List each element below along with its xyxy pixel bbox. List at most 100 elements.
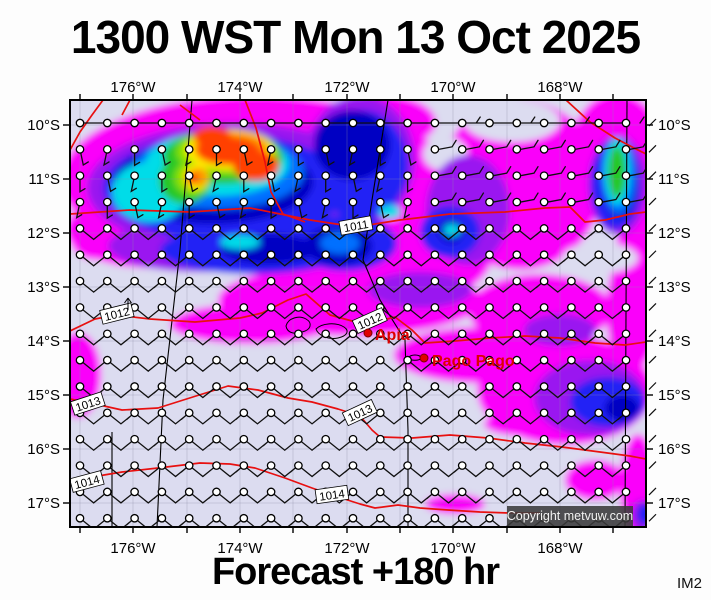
wind-station-circle [485, 382, 494, 391]
wind-station-circle [430, 408, 440, 418]
wind-station-circle [567, 382, 576, 391]
wind-station-circle [184, 276, 194, 286]
wind-station-circle [321, 329, 331, 339]
precip-blob [565, 460, 625, 500]
precip-blob [70, 271, 167, 323]
wind-station-circle [512, 355, 522, 365]
model-corner-label: IM2 [677, 575, 703, 592]
wind-station-circle [266, 224, 276, 233]
wind-station-circle [621, 145, 631, 154]
wind-station-circle [375, 250, 385, 260]
wind-station-circle [130, 329, 139, 339]
wind-station-circle [512, 145, 522, 154]
wind-station-circle [75, 329, 85, 339]
edge-wind-mark [648, 461, 657, 469]
wind-station-circle [375, 197, 385, 207]
lat-label-left: 13°S [27, 279, 60, 296]
wind-station-circle [294, 303, 303, 312]
wind-station-circle [75, 303, 85, 312]
lat-label-left: 15°S [27, 387, 60, 404]
wind-station-circle [512, 171, 522, 181]
wind-station-circle [539, 434, 549, 444]
wind-station-circle [457, 276, 467, 286]
wind-station-circle [375, 461, 385, 470]
isobar-label-text: 1014 [319, 488, 347, 504]
wind-station-circle [130, 118, 139, 128]
wind-station-circle [102, 224, 112, 233]
wind-station-circle [348, 355, 358, 365]
wind-station-circle [430, 224, 440, 233]
wind-station-circle [457, 250, 467, 260]
wind-station-circle [403, 461, 412, 470]
wind-station-circle [75, 276, 85, 286]
wind-station-circle [512, 408, 522, 418]
isobar-label-text: 1011 [343, 219, 369, 235]
wind-station-circle [266, 145, 276, 154]
copyright-badge: Copyright metvuw.com [507, 506, 633, 526]
wind-station-circle [212, 171, 221, 181]
wind-station-circle [430, 329, 440, 339]
wind-station-circle [294, 145, 303, 154]
isobar-label-box [314, 484, 350, 505]
isobar-line [121, 100, 131, 116]
wind-station-circle [375, 487, 385, 497]
wind-station-circle [457, 303, 467, 312]
axis-ticks-labels: 176°W 176°W 174°W 174°W 172°W 172°W 170°W 170°W… [27, 79, 690, 557]
wind-station-circle [239, 355, 249, 365]
wind-station-circle [621, 355, 631, 365]
wind-station-circle [567, 197, 576, 207]
wind-station-circle [239, 145, 249, 154]
wind-station-circle [157, 118, 167, 128]
lon-label-top: 176°W [110, 79, 156, 96]
wind-station-circle [75, 224, 85, 233]
isobar-label-box [351, 307, 388, 334]
wind-station-circle [321, 513, 331, 523]
wind-station-circle [75, 434, 85, 444]
wind-station-circle [212, 145, 221, 154]
wind-station-circle [102, 408, 112, 418]
map-border [69, 99, 647, 528]
isobar-line [179, 104, 201, 121]
wind-station-circle [294, 250, 303, 260]
wind-station-circle [594, 461, 604, 470]
wind-station-circle [567, 145, 576, 154]
wind-station-circle [266, 461, 276, 470]
wind-station-circle [348, 197, 358, 207]
wind-station-circle [294, 513, 303, 523]
wind-station-circle [348, 171, 358, 181]
wind-station-circle [184, 355, 194, 365]
wind-station-circle [430, 487, 440, 497]
wind-station-circle [375, 171, 385, 181]
wind-station-circle [157, 434, 167, 444]
lon-label-bottom: 174°W [217, 540, 263, 557]
wind-station-circle [239, 487, 249, 497]
precip-blob [464, 100, 560, 142]
wind-station-circle [512, 224, 522, 233]
wind-station-circle [212, 487, 221, 497]
wind-station-circle [294, 487, 303, 497]
wind-station-circle [294, 197, 303, 207]
wind-station-circle [130, 276, 139, 286]
wind-station-circle [567, 303, 576, 312]
wind-station-circle [621, 461, 631, 470]
wind-station-circle [403, 355, 412, 365]
wind-station-circle [375, 355, 385, 365]
lat-label-right: 12°S [658, 225, 691, 242]
wind-station-circle [457, 145, 467, 154]
lon-label-top: 170°W [430, 79, 476, 96]
wind-station-circle [485, 513, 494, 523]
wind-station-circle [212, 118, 221, 128]
isobar-label: 1013 [341, 398, 378, 427]
wind-station-circle [130, 461, 139, 470]
wind-station-circle [403, 329, 412, 339]
wind-station-circle [130, 250, 139, 260]
lat-label-right: 10°S [658, 117, 691, 134]
wind-station-circle [430, 276, 440, 286]
wind-station-circle [512, 329, 522, 339]
wind-station-circle [321, 303, 331, 312]
wind-station-circle [266, 171, 276, 181]
wind-station-circle [594, 171, 604, 181]
wind-station-circle [348, 382, 358, 391]
wind-station-circle [266, 487, 276, 497]
wind-station-circle [594, 382, 604, 391]
